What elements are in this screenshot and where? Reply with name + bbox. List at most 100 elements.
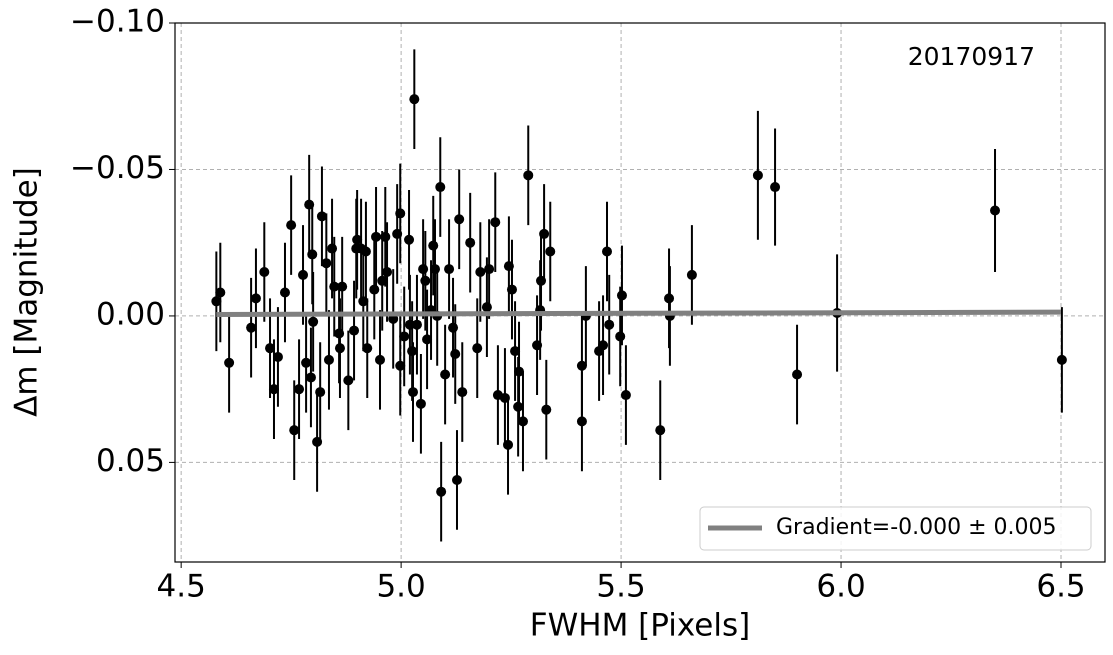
point [294,384,305,395]
y-tick-label: 0.05 [96,443,165,479]
point [532,340,543,351]
point [536,275,547,286]
point [321,258,332,269]
point [576,360,587,371]
point [307,249,318,260]
point [503,439,514,450]
point [279,287,290,298]
point [312,436,323,447]
point [409,94,420,105]
point [541,404,552,415]
point [523,170,534,181]
point [377,275,388,286]
point [576,416,587,427]
point [490,217,501,228]
point [268,384,279,395]
point [360,246,371,257]
point [334,328,345,339]
point [451,474,462,485]
point [428,240,439,251]
point [382,266,393,277]
point [329,281,340,292]
point [404,319,415,330]
point [752,170,763,181]
point [454,214,465,225]
point [450,349,461,360]
plot-frame [174,22,1106,563]
point [327,243,338,254]
point [429,264,440,275]
point [395,208,406,219]
x-tick-label: 6.5 [1036,569,1085,605]
point [686,269,697,280]
point [407,387,418,398]
point [517,416,528,427]
point [404,234,415,245]
point [250,293,261,304]
x-axis-label: FWHM [Pixels] [530,608,750,644]
y-tick-label: −0.10 [70,4,165,40]
point [369,284,380,295]
point [371,231,382,242]
point [211,296,222,307]
fit-line [216,309,1062,317]
point [481,302,492,313]
point [246,322,257,333]
point [323,354,334,365]
point [457,387,468,398]
point [308,316,319,327]
point [422,334,433,345]
y-tick-label: −0.05 [70,150,165,186]
point [444,264,455,275]
point [224,357,235,368]
point [604,319,615,330]
point [503,261,514,272]
point [545,246,556,257]
point [539,228,550,239]
x-tick-label: 5.5 [596,569,645,605]
point [334,343,345,354]
point [215,287,226,298]
point [598,340,609,351]
point [514,366,525,377]
point [272,351,283,362]
point [664,293,675,304]
point [475,266,486,277]
point [1056,354,1067,365]
point [436,486,447,497]
point [420,275,431,286]
x-tick-label: 5.0 [376,569,425,605]
point [411,319,422,330]
point [298,269,309,280]
point [990,205,1001,216]
point [399,331,410,342]
point [655,425,666,436]
point [513,401,524,412]
annotation: 20170917 [908,42,1035,71]
point [358,296,369,307]
point [499,392,510,403]
point [440,369,451,380]
point [349,325,360,336]
point [435,182,446,193]
point [315,387,326,398]
point [616,290,627,301]
point [448,322,459,333]
point [472,343,483,354]
x-tick-label: 4.5 [157,569,206,605]
point [352,234,363,245]
y-tick-label: 0.00 [96,296,165,332]
point [506,284,517,295]
point [286,220,297,231]
point [484,264,495,275]
point [343,375,354,386]
x-tick-label: 6.0 [816,569,865,605]
point [259,266,270,277]
legend-box [699,506,1092,551]
point [395,360,406,371]
point [305,372,316,383]
point [620,390,631,401]
point [304,199,315,210]
legend-label: Gradient=-0.000 ± 0.005 [776,515,1057,540]
